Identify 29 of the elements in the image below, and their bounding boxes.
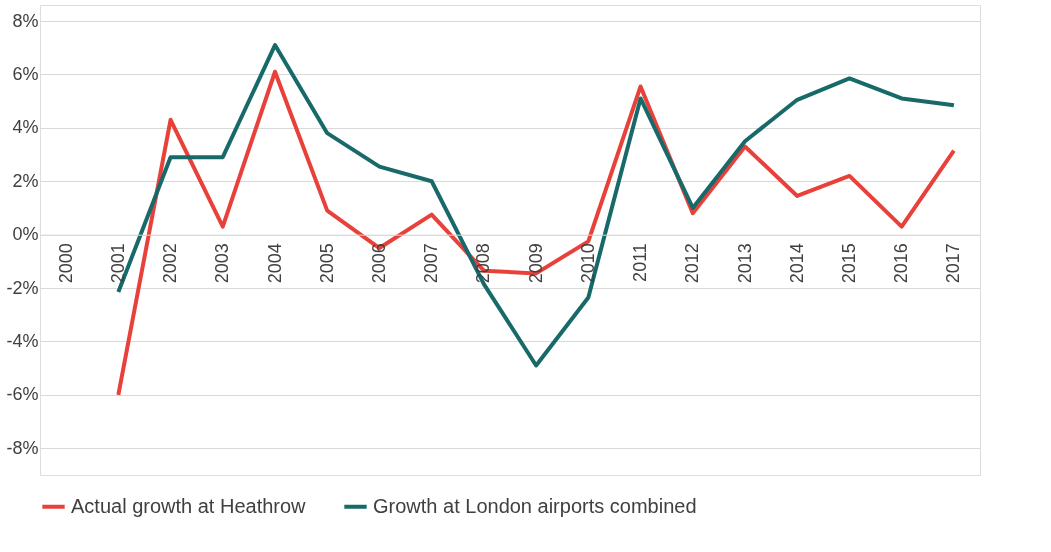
x-tick-label: 2011 [630,243,651,282]
y-tick-label: -8% [6,437,39,458]
x-tick-label: 2004 [264,243,285,284]
x-tick-label: 2006 [368,243,389,284]
x-tick-label: 2010 [577,243,598,284]
y-tick-label: 8% [12,10,39,31]
x-tick-label: 2015 [838,243,859,284]
x-tick-label: 2003 [212,243,233,284]
x-tick-label: 2012 [682,243,703,284]
y-tick-label: 0% [12,224,39,245]
x-tick-label: 2002 [160,243,181,284]
x-tick-label: 2017 [943,243,964,284]
x-tick-label: 2016 [891,243,912,284]
y-tick-label: -4% [6,330,39,351]
y-tick-label: 2% [12,170,39,191]
x-tick-label: 2000 [55,243,76,284]
x-tick-label: 2013 [734,243,755,284]
y-tick-label: 4% [12,117,39,138]
legend-label: Actual growth at Heathrow [71,494,307,517]
legend-label: Growth at London airports combined [373,494,697,517]
x-tick-label: 2009 [525,243,546,284]
y-tick-label: -6% [6,384,39,405]
x-tick-label: 2008 [473,243,494,284]
x-tick-label: 2014 [786,243,807,284]
x-tick-label: 2007 [421,243,442,284]
x-tick-label: 2005 [316,243,337,284]
x-tick-label: 2001 [107,243,128,284]
y-tick-label: -2% [6,277,39,298]
y-tick-label: 6% [12,63,39,84]
